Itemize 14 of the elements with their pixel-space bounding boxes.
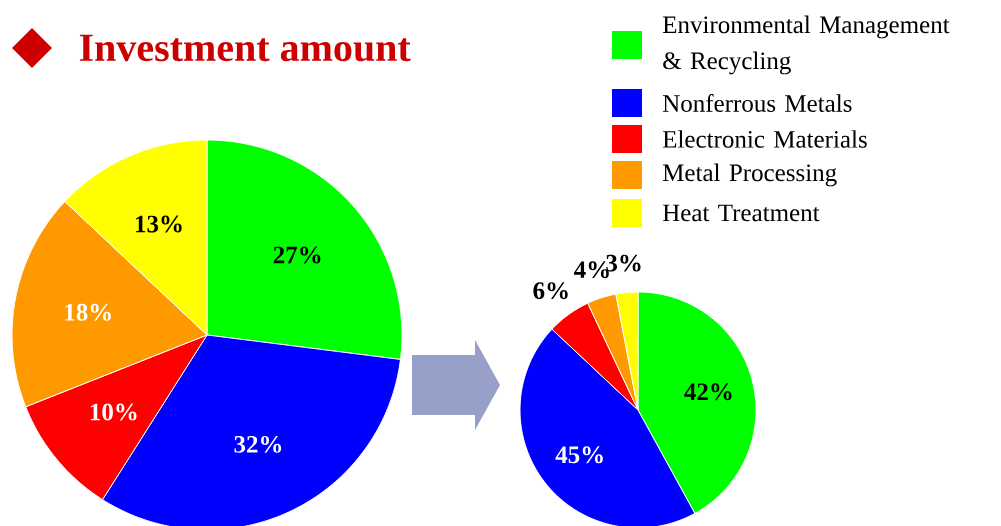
chart-title: Investment amount <box>79 34 411 62</box>
legend-label: Nonferrous Metals <box>662 94 852 112</box>
legend-label: Environmental Management & Recycling <box>662 15 950 75</box>
data-label: 42% <box>684 383 732 401</box>
data-label: 45% <box>555 446 603 464</box>
data-label: 27% <box>273 246 321 264</box>
legend-label: Heat Treatment <box>662 204 820 222</box>
legend-label: Metal Processing <box>662 163 837 187</box>
data-label: 13% <box>136 215 182 233</box>
data-label: 6% <box>533 282 568 300</box>
data-label: 10% <box>90 403 137 421</box>
legend-label: Electronic Materials <box>662 130 867 148</box>
data-label: 32% <box>234 435 282 453</box>
data-label: 18% <box>65 303 111 321</box>
